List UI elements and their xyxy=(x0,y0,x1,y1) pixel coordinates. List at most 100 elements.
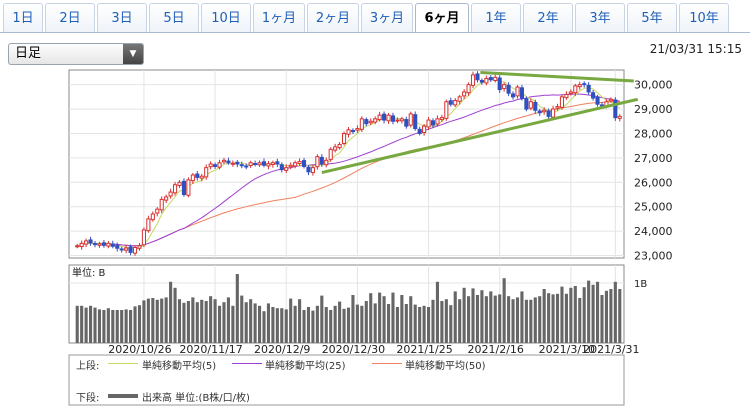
y-tick-label: 27,000 xyxy=(634,152,673,165)
volume-bar xyxy=(444,299,448,343)
chevron-down-icon[interactable]: ▼ xyxy=(123,44,143,64)
tab-11[interactable]: 3年 xyxy=(575,3,625,33)
tab-0[interactable]: 1日 xyxy=(3,3,43,33)
volume-bar xyxy=(320,295,324,343)
candle-body xyxy=(608,98,613,102)
volume-bar xyxy=(355,304,359,343)
candle-body xyxy=(173,184,178,194)
volume-bar xyxy=(524,299,528,343)
tab-6[interactable]: 2ヶ月 xyxy=(307,3,359,33)
candle-body xyxy=(110,243,115,247)
tab-13[interactable]: 10年 xyxy=(679,3,729,33)
period-tabs: 1日 2日 3日 5日 10日 1ヶ月 2ヶ月 3ヶ月 6ヶ月 1年 2年 3年 5年 10年 xyxy=(0,0,750,33)
candle-body xyxy=(337,143,342,149)
volume-bar xyxy=(480,290,484,343)
volume-bar xyxy=(560,286,564,343)
tab-9[interactable]: 1年 xyxy=(471,3,521,33)
volume-bar xyxy=(324,307,328,343)
volume-bar xyxy=(160,298,164,343)
timestamp: 21/03/31 15:15 xyxy=(649,42,742,56)
volume-bar xyxy=(315,305,319,343)
legend-volume-swatch xyxy=(108,394,138,398)
candle-body xyxy=(359,118,364,130)
candle-body xyxy=(190,174,195,182)
candle-body xyxy=(350,130,356,133)
legend-ma50-line xyxy=(372,363,402,364)
volume-bar xyxy=(378,292,382,343)
candle-body xyxy=(377,114,382,121)
volume-bar xyxy=(564,293,568,343)
tab-7[interactable]: 3ヶ月 xyxy=(361,3,413,33)
tab-1[interactable]: 2日 xyxy=(45,3,95,33)
tab-4[interactable]: 10日 xyxy=(201,3,251,33)
candle-body xyxy=(591,92,596,99)
candle-body xyxy=(204,167,209,178)
candle-body xyxy=(168,191,173,197)
candle-body xyxy=(248,162,253,166)
candle-body xyxy=(577,84,582,88)
candle-body xyxy=(493,76,498,81)
trendline-lower xyxy=(321,97,639,175)
candle-body xyxy=(404,119,409,127)
volume-bar xyxy=(471,288,475,343)
candle-body xyxy=(124,247,129,251)
candle-body xyxy=(319,156,324,165)
candle-body xyxy=(444,101,449,119)
x-tick-label: 2021/3/10 xyxy=(539,343,595,356)
candle-body xyxy=(213,164,218,167)
candle-body xyxy=(266,163,271,167)
volume-bar xyxy=(600,295,604,343)
candle-body xyxy=(448,100,453,105)
candle-body xyxy=(270,162,275,165)
candle-body xyxy=(97,243,102,246)
candle-body xyxy=(164,196,169,201)
volume-bar xyxy=(249,299,253,343)
volume-bar xyxy=(222,302,226,343)
candle-body xyxy=(386,114,391,122)
tab-5[interactable]: 1ヶ月 xyxy=(253,3,305,33)
volume-bar xyxy=(151,298,155,343)
volume-bar xyxy=(533,297,537,343)
candle-body xyxy=(288,164,293,168)
volume-bar xyxy=(462,287,466,343)
candle-body xyxy=(555,106,560,109)
candle-body xyxy=(141,229,146,246)
volume-bar xyxy=(244,302,248,343)
volume-bar xyxy=(449,305,453,343)
tab-2[interactable]: 3日 xyxy=(97,3,147,33)
candle-body xyxy=(92,243,98,246)
tab-3[interactable]: 5日 xyxy=(149,3,199,33)
volume-bar xyxy=(351,295,355,343)
y-tick-label: 29,000 xyxy=(634,103,673,116)
candle-body xyxy=(528,101,533,109)
volume-bar xyxy=(186,301,190,343)
volume-bar xyxy=(200,299,204,343)
volume-bar xyxy=(258,305,262,343)
y-tick-label: 24,000 xyxy=(634,225,673,238)
candle-body xyxy=(382,113,387,121)
y-tick-label: 26,000 xyxy=(634,176,673,189)
candle-body xyxy=(324,159,329,166)
tab-12[interactable]: 5年 xyxy=(627,3,677,33)
volume-bar xyxy=(173,287,177,343)
volume-bar xyxy=(89,305,93,343)
volume-bar xyxy=(409,296,413,343)
candle-body xyxy=(542,109,547,113)
volume-bar xyxy=(209,296,213,343)
candle-body xyxy=(368,120,373,124)
volume-bar xyxy=(511,299,515,343)
candle-body xyxy=(217,162,222,168)
chart-type-select-value: 日足 xyxy=(15,46,42,61)
tab-10[interactable]: 2年 xyxy=(523,3,573,33)
candle-body xyxy=(239,164,244,167)
candle-body xyxy=(306,166,311,173)
ma5-line xyxy=(77,78,621,250)
volume-bar xyxy=(289,298,293,343)
candle-body xyxy=(106,242,111,247)
candle-body xyxy=(422,125,427,134)
volume-bar xyxy=(360,305,364,343)
chart-type-select[interactable]: 日足 ▼ xyxy=(8,43,144,65)
volume-bar xyxy=(275,308,279,343)
candle-body xyxy=(457,96,462,102)
tab-8[interactable]: 6ヶ月 xyxy=(415,3,469,33)
